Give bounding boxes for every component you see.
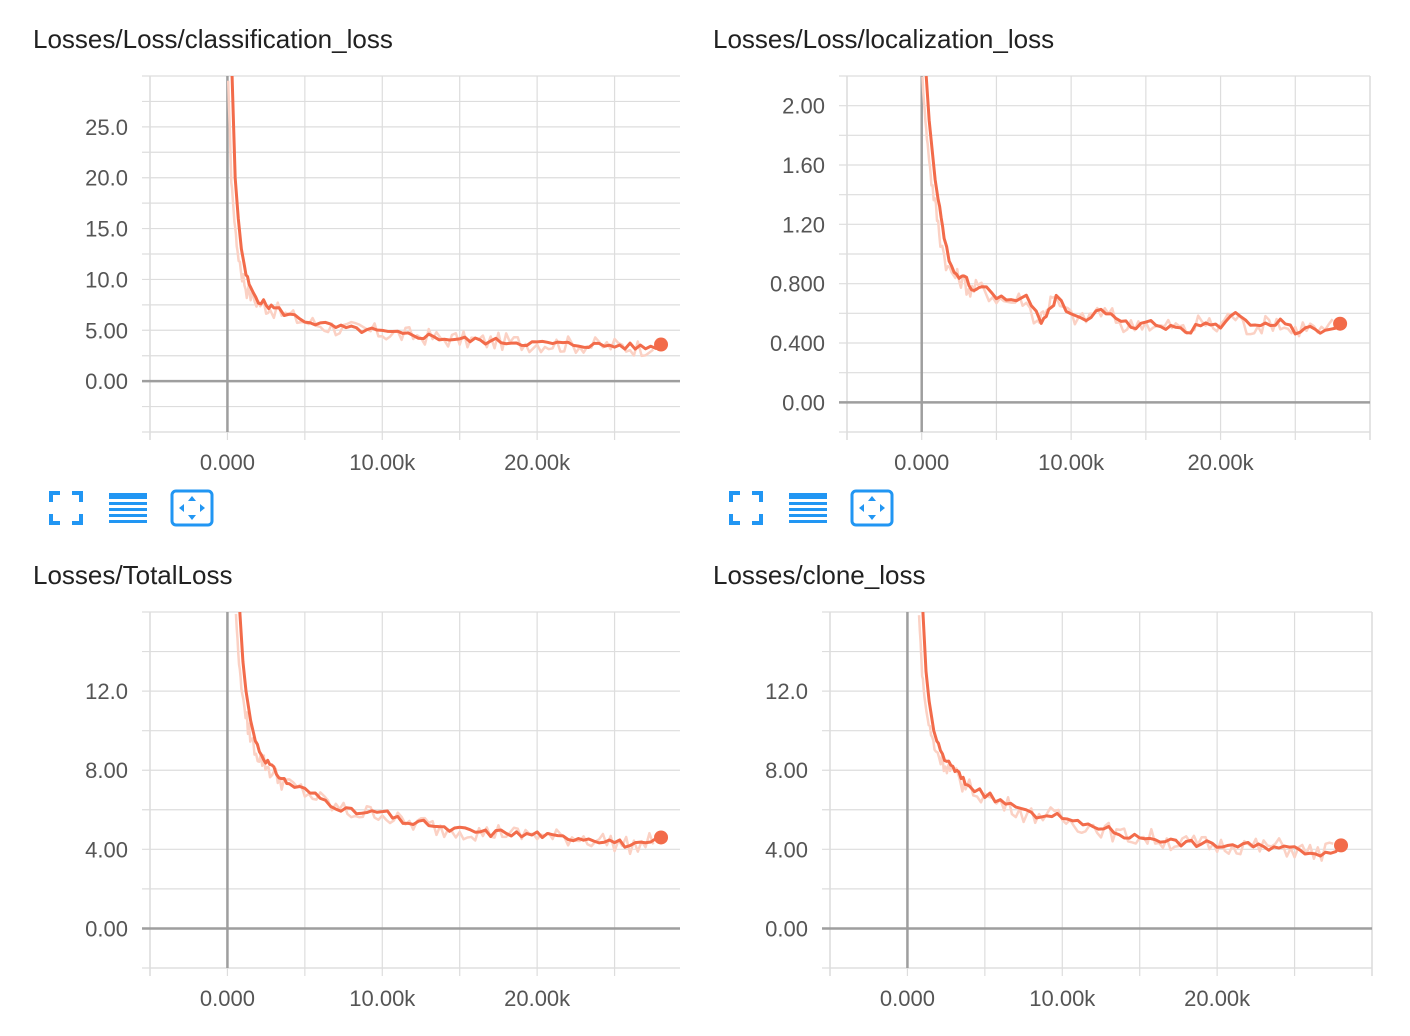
y-tick-label: 0.00	[782, 390, 825, 415]
y-tick-label: 12.0	[765, 679, 808, 704]
x-tick-label: 0.000	[200, 986, 255, 1011]
chart-plot[interactable]: 0.00 4.00 8.00 12.0 0.000 10.00k 20.00k	[0, 536, 680, 1018]
data-table-icon[interactable]	[106, 486, 150, 530]
chart-card-total-loss: Losses/TotalLoss 0.00 4.00 8.00 12.0 0.000 10…	[0, 536, 680, 1036]
fit-domain-icon[interactable]	[170, 486, 214, 530]
y-tick-label: 0.00	[85, 916, 128, 941]
x-tick-label: 20.00k	[504, 986, 571, 1011]
fit-domain-icon[interactable]	[850, 486, 894, 530]
fullscreen-icon[interactable]	[44, 486, 88, 530]
data-table-icon[interactable]	[786, 486, 830, 530]
y-tick-label: 2.00	[782, 94, 825, 119]
x-tick-label: 10.00k	[349, 986, 416, 1011]
series-end-point	[1334, 838, 1349, 853]
y-tick-label: 4.00	[765, 837, 808, 862]
chart-plot[interactable]: 0.00 5.00 10.0 15.0 20.0 25.0 0.000 10.00k 20.00…	[0, 0, 680, 480]
y-tick-label: 0.00	[765, 916, 808, 941]
series-line	[921, 612, 1343, 858]
chart-title: Losses/TotalLoss	[33, 560, 233, 590]
chart-plot[interactable]: 0.00 4.00 8.00 12.0 0.000 10.00k 20.00k	[680, 536, 1380, 1018]
y-tick-label: 1.20	[782, 212, 825, 237]
series-group	[234, 612, 662, 856]
y-tick-label: 0.800	[770, 272, 825, 297]
series-end-point	[1333, 316, 1348, 331]
y-tick-label: 8.00	[85, 758, 128, 783]
raw-series-line	[234, 613, 655, 856]
chart-title: Losses/Loss/localization_loss	[713, 24, 1055, 54]
chart-plot[interactable]: 0.00 0.400 0.800 1.20 1.60 2.00 0.000 10.00k 20.…	[680, 0, 1380, 480]
x-tick-label: 20.00k	[504, 450, 571, 475]
fullscreen-icon[interactable]	[724, 486, 768, 530]
x-tick-label: 0.000	[200, 450, 255, 475]
x-tick-label: 0.000	[894, 450, 949, 475]
y-tick-label: 5.00	[85, 318, 128, 343]
y-tick-label: 25.0	[85, 115, 128, 140]
y-tick-label: 20.0	[85, 166, 128, 191]
chart-title: Losses/clone_loss	[713, 560, 926, 590]
chart-card-clone-loss: Losses/clone_loss 0.00 4.00 8.00 12.0 0.000 1…	[680, 536, 1373, 1036]
y-tick-label: 4.00	[85, 837, 128, 862]
y-tick-label: 15.0	[85, 217, 128, 242]
x-tick-label: 10.00k	[1038, 450, 1105, 475]
raw-series-line	[921, 76, 1334, 338]
y-tick-label: 0.00	[85, 369, 128, 394]
y-tick-label: 10.0	[85, 267, 128, 292]
series-end-point	[654, 337, 669, 352]
series-line	[924, 76, 1342, 336]
series-line	[238, 612, 662, 849]
x-tick-label: 0.000	[880, 986, 935, 1011]
y-tick-label: 1.60	[782, 153, 825, 178]
x-tick-label: 10.00k	[1029, 986, 1096, 1011]
y-tick-label: 0.400	[770, 331, 825, 356]
series-line	[230, 76, 662, 351]
y-tick-label: 12.0	[85, 679, 128, 704]
chart-card-classification-loss: Losses/Loss/classification_loss 0.00 5.00…	[0, 0, 680, 527]
series-group	[921, 76, 1342, 338]
x-tick-label: 10.00k	[349, 450, 416, 475]
series-end-point	[654, 830, 669, 845]
x-tick-label: 20.00k	[1188, 450, 1255, 475]
series-group	[917, 612, 1343, 862]
chart-card-localization-loss: Losses/Loss/localization_loss 0.00 0.400 0…	[680, 0, 1371, 527]
x-tick-label: 20.00k	[1184, 986, 1251, 1011]
raw-series-line	[226, 80, 655, 358]
series-group	[226, 76, 662, 358]
chart-title: Losses/Loss/classification_loss	[33, 24, 393, 54]
y-tick-label: 8.00	[765, 758, 808, 783]
